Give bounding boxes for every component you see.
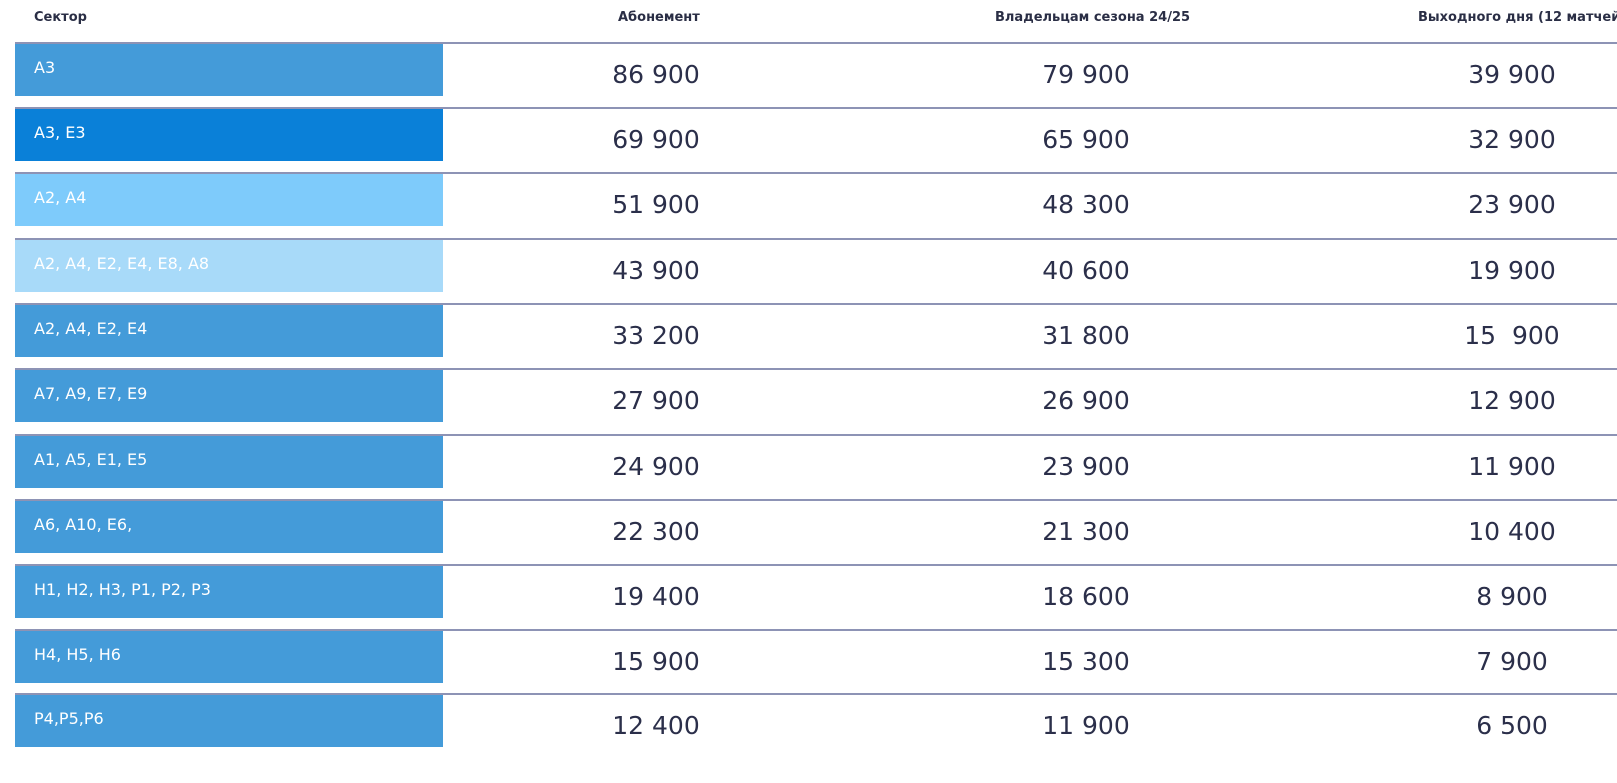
sector-cell: A2, A4, E2, E4, E8, A8	[15, 240, 443, 292]
sector-cell: P4,P5,P6	[15, 695, 443, 747]
abonement-price: 24 900	[612, 452, 700, 481]
weekend-price: 11 900	[1468, 452, 1556, 481]
row-divider	[15, 303, 1617, 305]
table-header: Сектор Абонемент Владельцам сезона 24/25…	[0, 0, 1617, 40]
row-divider	[15, 107, 1617, 109]
weekend-price: 10 400	[1468, 517, 1556, 546]
row-divider	[15, 564, 1617, 566]
weekend-price: 6 500	[1476, 711, 1548, 740]
abonement-price: 86 900	[612, 60, 700, 89]
abonement-price: 19 400	[612, 582, 700, 611]
table-row: P4,P5,P6 12 400 11 900 6 500	[0, 693, 1617, 759]
row-divider	[15, 172, 1617, 174]
table-row: A3 86 900 79 900 39 900	[0, 42, 1617, 108]
row-divider	[15, 499, 1617, 501]
table-row: A2, A4, E2, E4, E8, A8 43 900 40 600 19 900	[0, 238, 1617, 304]
owners-price: 18 600	[1042, 582, 1130, 611]
abonement-price: 12 400	[612, 711, 700, 740]
table-row: A2, A4, E2, E4 33 200 31 800 15 900	[0, 303, 1617, 369]
row-divider	[15, 42, 1617, 44]
abonement-price: 43 900	[612, 256, 700, 285]
sector-cell: A1, A5, E1, E5	[15, 436, 443, 488]
abonement-price: 15 900	[612, 647, 700, 676]
owners-price: 21 300	[1042, 517, 1130, 546]
abonement-price: 33 200	[612, 321, 700, 350]
table-row: A3, E3 69 900 65 900 32 900	[0, 107, 1617, 173]
owners-price: 40 600	[1042, 256, 1130, 285]
row-divider	[15, 368, 1617, 370]
row-divider	[15, 238, 1617, 240]
table-row: A6, A10, E6, 22 300 21 300 10 400	[0, 499, 1617, 565]
owners-price: 79 900	[1042, 60, 1130, 89]
weekend-price: 12 900	[1468, 386, 1556, 415]
row-divider	[15, 629, 1617, 631]
owners-price: 11 900	[1042, 711, 1130, 740]
header-sector: Сектор	[34, 10, 87, 25]
row-divider	[15, 434, 1617, 436]
weekend-price: 8 900	[1476, 582, 1548, 611]
table-row: A7, A9, E7, E9 27 900 26 900 12 900	[0, 368, 1617, 434]
sector-cell: A2, A4	[15, 174, 443, 226]
table-row: H4, H5, H6 15 900 15 300 7 900	[0, 629, 1617, 695]
sector-cell: A6, A10, E6,	[15, 501, 443, 553]
owners-price: 26 900	[1042, 386, 1130, 415]
header-weekend: Выходного дня (12 матчей)	[1418, 10, 1617, 25]
weekend-price: 7 900	[1476, 647, 1548, 676]
abonement-price: 51 900	[612, 190, 700, 219]
table-row: A1, A5, E1, E5 24 900 23 900 11 900	[0, 434, 1617, 500]
sector-cell: H4, H5, H6	[15, 631, 443, 683]
owners-price: 31 800	[1042, 321, 1130, 350]
weekend-price: 39 900	[1468, 60, 1556, 89]
weekend-price: 15 900	[1464, 321, 1560, 350]
sector-cell: A7, A9, E7, E9	[15, 370, 443, 422]
row-divider	[15, 693, 1617, 695]
owners-price: 65 900	[1042, 125, 1130, 154]
owners-price: 15 300	[1042, 647, 1130, 676]
table-row: H1, H2, H3, P1, P2, P3 19 400 18 600 8 900	[0, 564, 1617, 630]
abonement-price: 27 900	[612, 386, 700, 415]
sector-cell: A3, E3	[15, 109, 443, 161]
owners-price: 23 900	[1042, 452, 1130, 481]
header-season-owners: Владельцам сезона 24/25	[995, 10, 1191, 25]
abonement-price: 69 900	[612, 125, 700, 154]
sector-cell: H1, H2, H3, P1, P2, P3	[15, 566, 443, 618]
header-abonement: Абонемент	[618, 10, 700, 25]
sector-cell: A3	[15, 44, 443, 96]
weekend-price: 23 900	[1468, 190, 1556, 219]
sector-cell: A2, A4, E2, E4	[15, 305, 443, 357]
weekend-price: 32 900	[1468, 125, 1556, 154]
owners-price: 48 300	[1042, 190, 1130, 219]
abonement-price: 22 300	[612, 517, 700, 546]
weekend-price: 19 900	[1468, 256, 1556, 285]
table-row: A2, A4 51 900 48 300 23 900	[0, 172, 1617, 238]
